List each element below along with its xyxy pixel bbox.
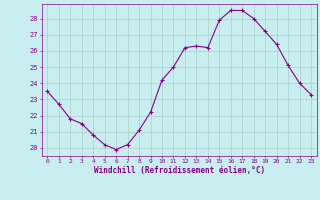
X-axis label: Windchill (Refroidissement éolien,°C): Windchill (Refroidissement éolien,°C) bbox=[94, 166, 265, 175]
